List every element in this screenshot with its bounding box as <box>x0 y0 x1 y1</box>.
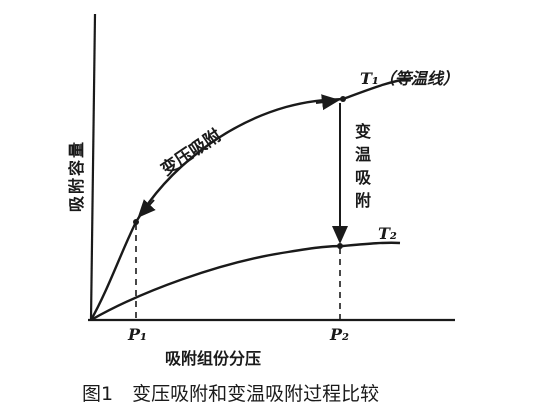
psa-label: 变压吸附 <box>157 125 225 180</box>
p2-label: P₂ <box>329 325 349 344</box>
x-axis-label: 吸附组份分压 <box>165 349 261 368</box>
t1-arrow <box>315 94 340 111</box>
isotherm-t1-curve <box>89 76 414 321</box>
t2-label: T₂ <box>378 224 397 243</box>
figure-caption: 图1 变压吸附和变温吸附过程比较 <box>82 383 379 405</box>
y-axis-label: 吸附容量 <box>67 140 86 212</box>
tsa-label-char-2: 温 <box>354 145 371 164</box>
point-p2-t2 <box>337 243 343 249</box>
t1-label: T₁（等温线） <box>360 69 459 88</box>
tsa-label-char-4: 附 <box>355 191 371 210</box>
isotherm-t2-curve <box>90 241 401 322</box>
tsa-label-char-3: 吸 <box>355 168 372 187</box>
psa-arrow <box>137 199 156 218</box>
p1-label: P₁ <box>127 325 147 344</box>
y-axis <box>89 13 97 321</box>
tsa-label-char-1: 变 <box>355 122 371 141</box>
point-p2-t1 <box>340 96 346 102</box>
point-p1-t1 <box>133 219 139 225</box>
